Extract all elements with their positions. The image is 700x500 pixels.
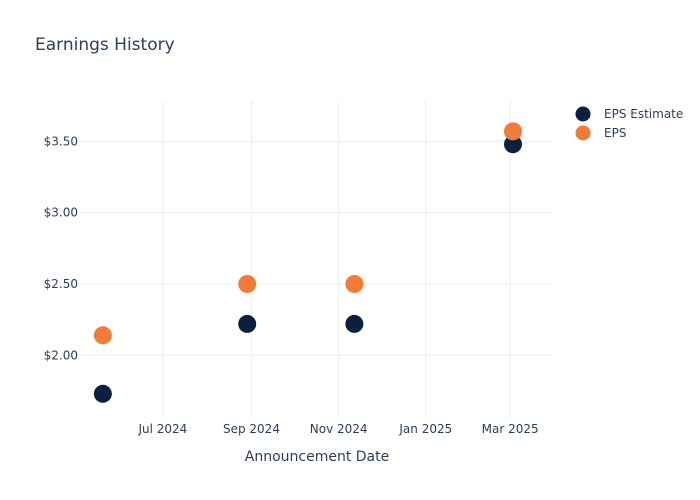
legend-item[interactable]: EPS Estimate xyxy=(575,106,684,122)
x-tick-label: Sep 2024 xyxy=(223,422,280,436)
legend-label: EPS xyxy=(604,126,626,140)
x-axis-label: Announcement Date xyxy=(245,449,389,465)
data-point xyxy=(238,274,257,293)
x-tick-label: Jan 2025 xyxy=(398,422,452,436)
legend-label: EPS Estimate xyxy=(604,107,683,121)
chart-title: Earnings History xyxy=(35,35,175,55)
data-point xyxy=(93,326,112,345)
x-tick-label: Nov 2024 xyxy=(310,422,368,436)
data-point xyxy=(503,122,522,141)
legend-marker xyxy=(575,106,591,122)
data-point xyxy=(238,314,257,333)
legend[interactable]: EPS Estimate EPS xyxy=(575,106,684,141)
x-tick-label: Jul 2024 xyxy=(137,422,187,436)
gridlines xyxy=(80,100,553,418)
data-point xyxy=(345,274,364,293)
y-tick-label: $2.00 xyxy=(44,348,78,362)
legend-marker xyxy=(575,125,591,141)
y-tick-label: $3.00 xyxy=(44,206,78,220)
data-point xyxy=(93,384,112,403)
y-tick-label: $2.50 xyxy=(44,277,78,291)
x-tick-label: Mar 2025 xyxy=(482,422,539,436)
legend-item[interactable]: EPS xyxy=(575,125,627,141)
axis-ticks: Jul 2024 Sep 2024 Nov 2024 Jan 2025 Mar 2025… xyxy=(44,134,539,436)
data-point xyxy=(503,135,522,154)
data-point xyxy=(345,314,364,333)
data-points xyxy=(93,122,522,403)
y-tick-label: $3.50 xyxy=(44,134,78,148)
